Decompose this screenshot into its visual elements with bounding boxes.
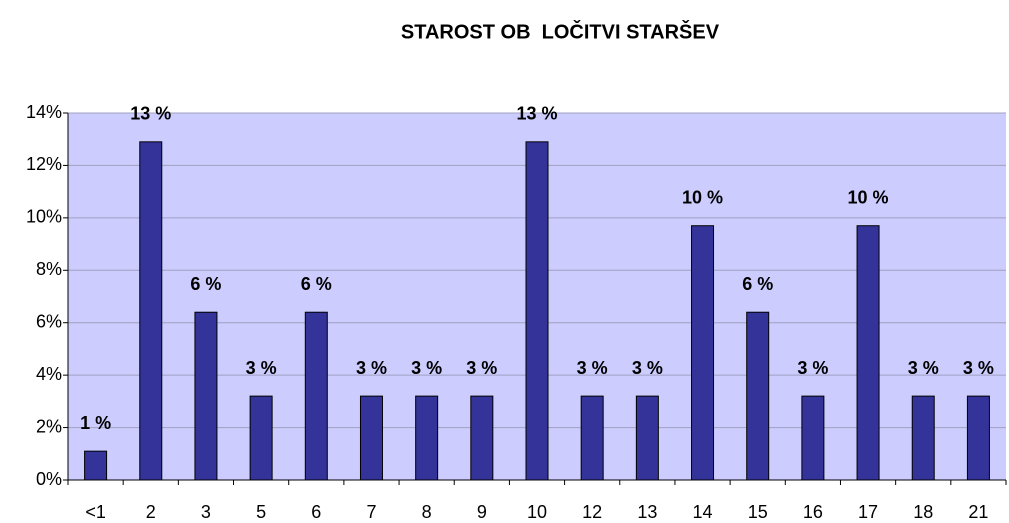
- bar: [525, 141, 549, 481]
- data-label: 6 %: [301, 274, 332, 294]
- x-tick-label: 21: [968, 502, 988, 522]
- bar: [359, 395, 383, 481]
- x-tick-label: 10: [527, 502, 547, 522]
- data-label: 13 %: [516, 104, 557, 124]
- x-tick-label: <1: [85, 502, 106, 522]
- bar: [966, 395, 990, 481]
- x-tick-label: 12: [582, 502, 602, 522]
- bar: [194, 311, 218, 481]
- bar: [415, 395, 439, 481]
- chart-title: STAROST OB LOČITVI STARŠEV: [401, 19, 720, 43]
- x-tick-label: 14: [693, 502, 713, 522]
- data-label: 3 %: [963, 358, 994, 378]
- data-label: 10 %: [682, 187, 723, 207]
- bar: [691, 225, 715, 481]
- bar: [635, 395, 659, 481]
- data-label: 3 %: [411, 358, 442, 378]
- y-tick-label: 2%: [36, 416, 62, 436]
- data-label: 3 %: [577, 358, 608, 378]
- y-tick-label: 8%: [36, 259, 62, 279]
- data-label: 3 %: [632, 358, 663, 378]
- y-tick-label: 0%: [36, 469, 62, 489]
- bar: [580, 395, 604, 481]
- bar: [84, 450, 108, 481]
- bar: [746, 311, 770, 481]
- x-tick-label: 17: [858, 502, 878, 522]
- bar: [304, 311, 328, 481]
- bar: [139, 141, 163, 481]
- x-tick-label: 5: [256, 502, 266, 522]
- data-label: 3 %: [797, 358, 828, 378]
- data-label: 3 %: [466, 358, 497, 378]
- x-tick-label: 13: [637, 502, 657, 522]
- y-tick-label: 12%: [26, 154, 62, 174]
- x-tick-label: 16: [803, 502, 823, 522]
- data-label: 3 %: [356, 358, 387, 378]
- x-tick-label: 7: [366, 502, 376, 522]
- bar: [856, 225, 880, 481]
- data-label: 6 %: [190, 274, 221, 294]
- data-label: 10 %: [848, 187, 889, 207]
- x-tick-label: 8: [422, 502, 432, 522]
- x-tick-label: 18: [913, 502, 933, 522]
- x-tick-label: 15: [748, 502, 768, 522]
- y-tick-label: 14%: [26, 102, 62, 122]
- data-label: 13 %: [130, 104, 171, 124]
- data-label: 6 %: [742, 274, 773, 294]
- bar: [470, 395, 494, 481]
- x-tick-label: 9: [477, 502, 487, 522]
- y-tick-label: 6%: [36, 311, 62, 331]
- x-tick-label: 6: [311, 502, 321, 522]
- x-tick-label: 3: [201, 502, 211, 522]
- y-tick-label: 4%: [36, 364, 62, 384]
- data-label: 1 %: [80, 413, 111, 433]
- bar: [801, 395, 825, 481]
- data-label: 3 %: [908, 358, 939, 378]
- bar: [911, 395, 935, 481]
- x-tick-label: 2: [146, 502, 156, 522]
- data-label: 3 %: [246, 358, 277, 378]
- y-tick-label: 10%: [26, 207, 62, 227]
- bar: [249, 395, 273, 481]
